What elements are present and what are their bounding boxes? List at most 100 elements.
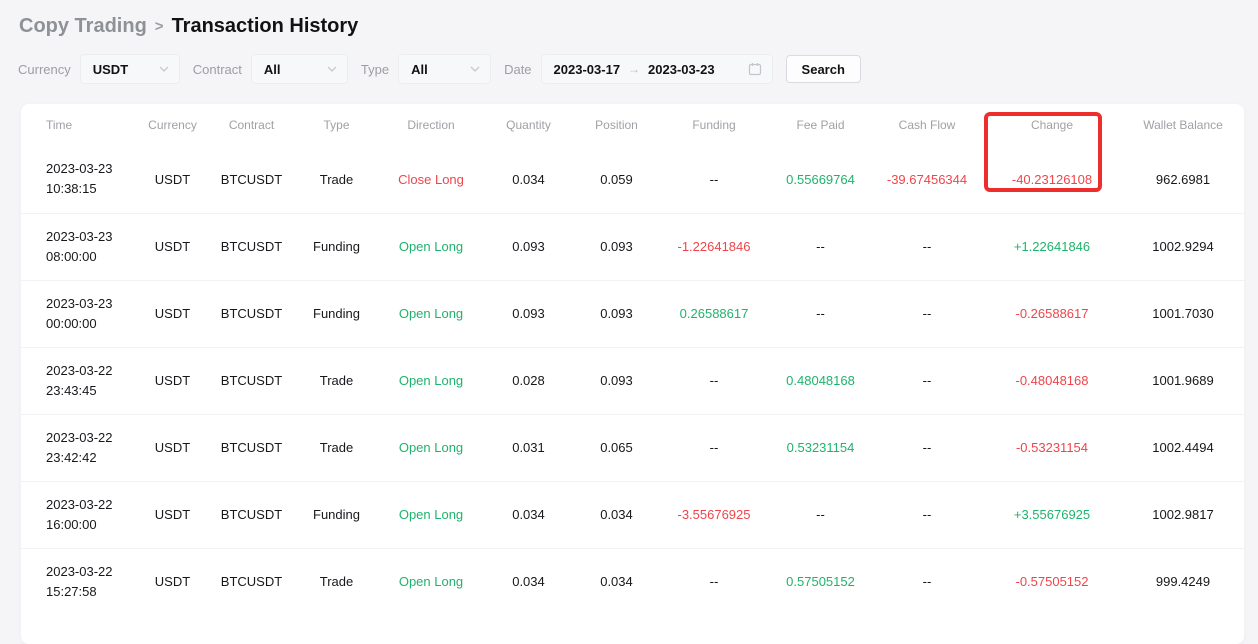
- column-header-quantity: Quantity: [506, 118, 551, 132]
- date-end-value: 2023-03-23: [648, 61, 715, 77]
- cell-change: -0.48048168: [982, 346, 1122, 414]
- table-header-row: Time Currency Contract Type Direction Qu…: [21, 104, 1244, 146]
- cell-change: +3.55676925: [982, 480, 1122, 548]
- cell-change: -40.23126108: [1011, 171, 1093, 187]
- cell-position: 0.034: [574, 480, 659, 548]
- date-filter-group: Date 2023-03-17 → 2023-03-23: [504, 54, 773, 84]
- breadcrumb-separator: >: [154, 18, 164, 35]
- cell-direction: Open Long: [379, 346, 483, 414]
- cell-change: -0.57505152: [982, 547, 1122, 615]
- chevron-down-icon: [159, 66, 169, 72]
- cell-currency: USDT: [136, 547, 209, 615]
- cell-change: -0.26588617: [982, 279, 1122, 347]
- cell-currency: USDT: [154, 171, 191, 187]
- contract-select[interactable]: All: [250, 54, 348, 84]
- cell-type: Trade: [294, 547, 379, 615]
- cell-type: Funding: [294, 279, 379, 347]
- cell-fee-paid: 0.55669764: [786, 171, 855, 187]
- cell-position: 0.093: [574, 212, 659, 280]
- cell-position: 0.034: [574, 547, 659, 615]
- column-header-currency: Currency: [148, 118, 197, 132]
- currency-filter-group: Currency USDT: [18, 54, 180, 84]
- cell-direction: Open Long: [379, 547, 483, 615]
- chevron-down-icon: [470, 66, 480, 72]
- cell-funding: --: [659, 346, 769, 414]
- date-range-arrow-icon: →: [628, 62, 641, 76]
- cell-fee-paid: 0.48048168: [769, 346, 872, 414]
- cell-position: 0.059: [600, 171, 633, 187]
- cell-direction: Open Long: [379, 413, 483, 481]
- cell-contract: BTCUSDT: [209, 279, 294, 347]
- cell-contract: BTCUSDT: [209, 480, 294, 548]
- cell-position: 0.065: [574, 413, 659, 481]
- cell-funding: 0.26588617: [659, 279, 769, 347]
- cell-cash-flow: --: [872, 212, 982, 280]
- type-select-value: All: [411, 61, 428, 77]
- cell-direction: Open Long: [379, 279, 483, 347]
- type-label: Type: [360, 61, 390, 77]
- cell-quantity: 0.034: [483, 480, 574, 548]
- table-row: 2023-03-22 16:00:00 USDT BTCUSDT Funding Open…: [21, 480, 1244, 548]
- column-header-cash-flow: Cash Flow: [898, 118, 956, 132]
- cell-time: 2023-03-22 23:43:45: [21, 346, 136, 414]
- cell-time: 2023-03-23 10:38:15: [46, 161, 113, 197]
- calendar-icon[interactable]: [748, 62, 762, 76]
- cell-quantity: 0.031: [483, 413, 574, 481]
- type-select[interactable]: All: [398, 54, 492, 84]
- cell-wallet-balance: 1001.9689: [1122, 346, 1244, 414]
- column-header-contract: Contract: [228, 118, 275, 132]
- cell-currency: USDT: [136, 279, 209, 347]
- cell-cash-flow: --: [872, 279, 982, 347]
- cell-type: Trade: [294, 413, 379, 481]
- cell-type: Trade: [294, 346, 379, 414]
- table-body: 2023-03-23 10:38:15 USDT BTCUSDT Trade Close …: [21, 146, 1244, 615]
- table-row: 2023-03-23 10:38:15 USDT BTCUSDT Trade Close …: [21, 146, 1244, 213]
- cell-funding: -1.22641846: [659, 212, 769, 280]
- currency-label: Currency: [18, 61, 71, 77]
- filter-bar: Currency USDT Contract All Type All Date…: [18, 54, 1258, 84]
- cell-position: 0.093: [574, 346, 659, 414]
- cell-contract: BTCUSDT: [220, 171, 283, 187]
- cell-contract: BTCUSDT: [209, 413, 294, 481]
- cell-fee-paid: --: [769, 279, 872, 347]
- cell-cash-flow: --: [872, 480, 982, 548]
- cell-funding: --: [659, 413, 769, 481]
- cell-currency: USDT: [136, 346, 209, 414]
- cell-change: -0.53231154: [982, 413, 1122, 481]
- transaction-table: Time Currency Contract Type Direction Qu…: [21, 104, 1244, 615]
- cell-cash-flow: --: [872, 413, 982, 481]
- type-filter-group: Type All: [360, 54, 492, 84]
- cell-quantity: 0.093: [483, 212, 574, 280]
- cell-funding: -3.55676925: [659, 480, 769, 548]
- contract-filter-group: Contract All: [193, 54, 348, 84]
- cell-cash-flow: --: [872, 547, 982, 615]
- cell-position: 0.093: [574, 279, 659, 347]
- cell-direction: Close Long: [398, 171, 464, 187]
- cell-cash-flow: --: [872, 346, 982, 414]
- cell-wallet-balance: 999.4249: [1122, 547, 1244, 615]
- column-header-fee-paid: Fee Paid: [796, 118, 845, 132]
- chevron-down-icon: [327, 66, 337, 72]
- cell-funding: --: [709, 171, 719, 187]
- cell-fee-paid: --: [769, 480, 872, 548]
- transaction-table-card: Time Currency Contract Type Direction Qu…: [21, 104, 1244, 644]
- column-header-type: Type: [323, 118, 350, 132]
- cell-type: Funding: [294, 480, 379, 548]
- cell-quantity: 0.034: [512, 171, 545, 187]
- date-range-picker[interactable]: 2023-03-17 → 2023-03-23: [540, 54, 773, 84]
- breadcrumb-parent-link[interactable]: Copy Trading: [19, 15, 147, 37]
- column-header-wallet-balance: Wallet Balance: [1143, 118, 1223, 132]
- cell-wallet-balance: 1001.7030: [1122, 279, 1244, 347]
- cell-type: Trade: [319, 171, 354, 187]
- cell-wallet-balance: 1002.9294: [1122, 212, 1244, 280]
- breadcrumb: Copy Trading > Transaction History: [0, 0, 1258, 38]
- table-row: 2023-03-22 23:43:45 USDT BTCUSDT Trade Open L…: [21, 346, 1244, 414]
- cell-direction: Open Long: [379, 212, 483, 280]
- column-header-position: Position: [595, 118, 638, 132]
- search-button[interactable]: Search: [785, 55, 861, 83]
- cell-fee-paid: --: [769, 212, 872, 280]
- column-header-change: Change: [1030, 118, 1074, 132]
- cell-contract: BTCUSDT: [209, 346, 294, 414]
- table-row: 2023-03-22 15:27:58 USDT BTCUSDT Trade Open L…: [21, 547, 1244, 615]
- currency-select[interactable]: USDT: [79, 54, 180, 84]
